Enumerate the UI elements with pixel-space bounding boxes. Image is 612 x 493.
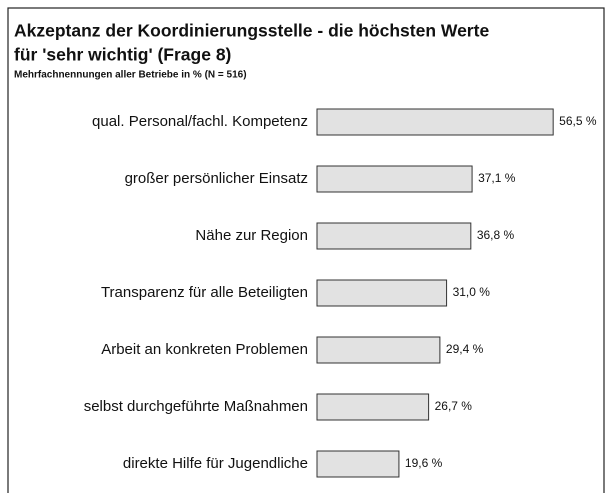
chart-subtitle: Mehrfachnennungen aller Betriebe in % (N… — [14, 70, 247, 81]
bar — [316, 222, 472, 250]
value-label: 26,7 % — [435, 399, 473, 413]
category-label: direkte Hilfe für Jugendliche — [123, 455, 308, 472]
value-label: 37,1 % — [478, 171, 516, 185]
bar — [316, 165, 473, 193]
value-label: 36,8 % — [477, 228, 515, 242]
bar — [316, 336, 441, 364]
category-label: Arbeit an konkreten Problemen — [101, 341, 308, 358]
value-label: 31,0 % — [453, 285, 491, 299]
category-label: selbst durchgeführte Maßnahmen — [84, 398, 308, 415]
category-label: großer persönlicher Einsatz — [125, 170, 308, 187]
bar — [316, 279, 448, 307]
value-label: 56,5 % — [559, 114, 597, 128]
value-label: 19,6 % — [405, 456, 443, 470]
value-label: 29,4 % — [446, 342, 484, 356]
chart-title: Akzeptanz der Koordinierungsstelle - die… — [14, 21, 489, 41]
category-label: qual. Personal/fachl. Kompetenz — [92, 113, 308, 130]
bar — [316, 108, 554, 136]
category-label: Transparenz für alle Beteiligten — [101, 284, 308, 301]
category-label: Nähe zur Region — [195, 227, 308, 244]
bar — [316, 393, 430, 421]
chart-title: für 'sehr wichtig' (Frage 8) — [14, 45, 231, 65]
frame — [7, 7, 605, 493]
bar — [316, 450, 400, 478]
